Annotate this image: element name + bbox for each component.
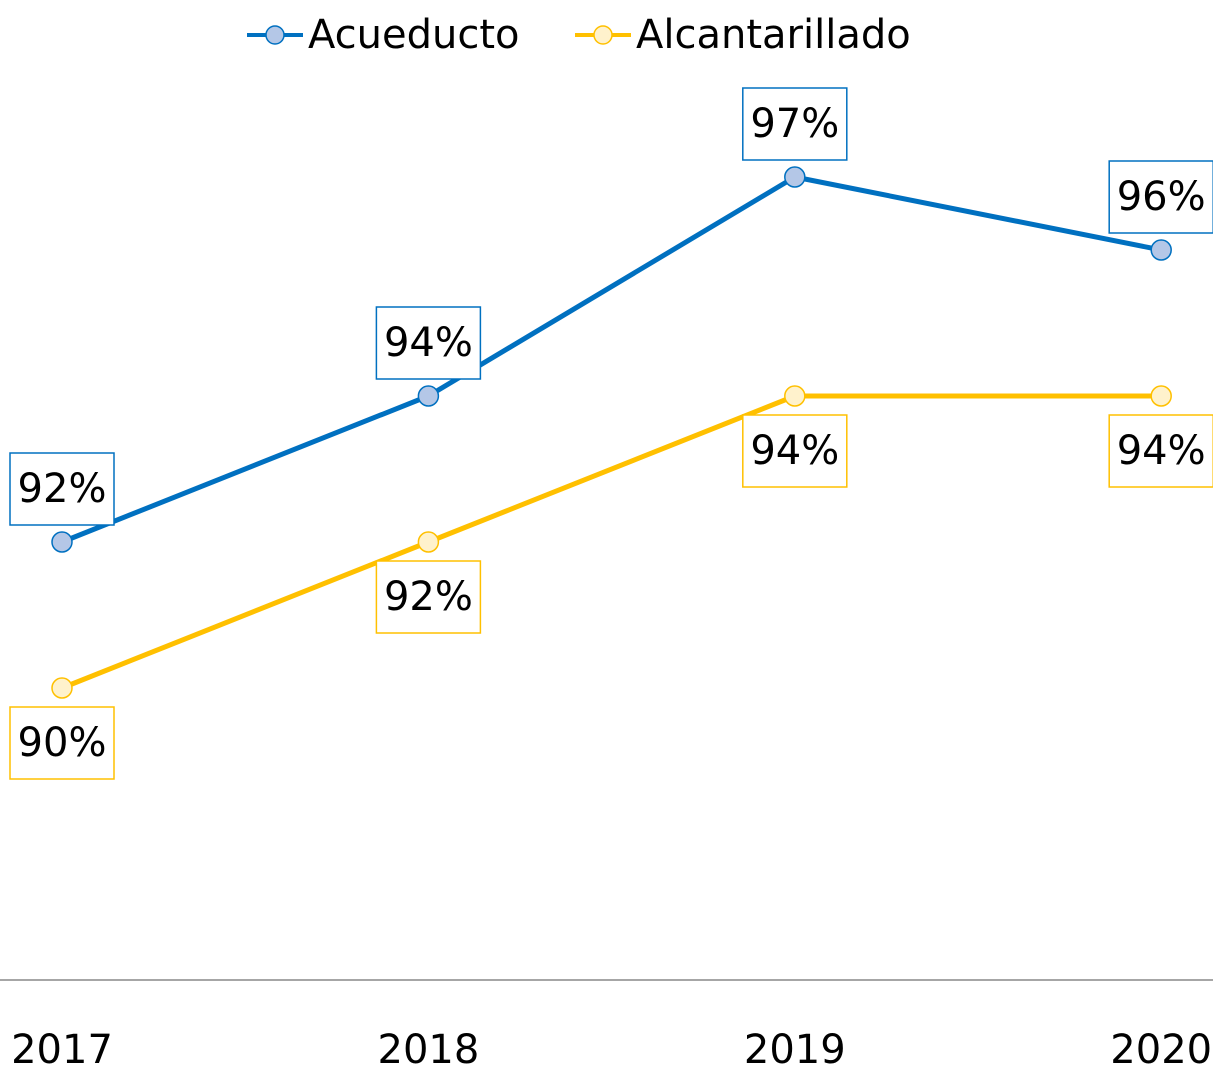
data-label-box [1108,160,1213,234]
data-label: 96% [1117,174,1206,220]
x-tick-label: 2020 [1110,1027,1212,1071]
data-label-box [9,452,115,526]
x-tick-label: 2018 [378,1027,480,1071]
series-line [61,174,1162,545]
data-point [51,677,73,699]
data-label-box [375,560,482,634]
data-label-box [742,414,848,488]
data-point [784,166,806,188]
data-point [1150,385,1172,407]
data-label: 94% [1117,428,1206,474]
data-label-box [1108,414,1213,488]
data-label: 92% [384,574,473,620]
legend-marker [593,25,613,45]
data-point [417,531,440,553]
data-label: 90% [18,720,107,766]
data-point [784,385,806,407]
series-line [61,393,1162,691]
legend-marker [265,25,285,45]
data-label: 92% [18,466,107,512]
legend-label: Alcantarillado [636,12,911,58]
data-label: 94% [384,320,473,366]
data-point [417,385,440,407]
data-point [51,531,73,553]
data-label-box [742,87,848,161]
legend-label: Acueducto [308,12,520,58]
data-point [1150,239,1172,261]
data-label-box [9,706,115,780]
x-tick-label: 2017 [11,1027,113,1071]
data-label: 94% [750,428,839,474]
data-label-box [375,306,482,380]
data-label: 97% [750,101,839,147]
x-tick-label: 2019 [744,1027,846,1071]
